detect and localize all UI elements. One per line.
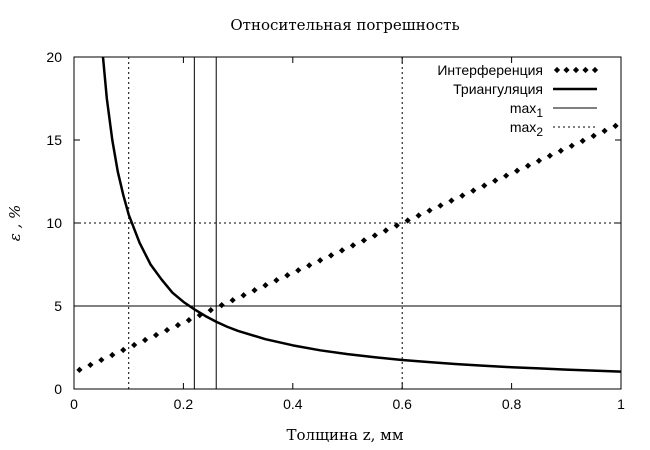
y-axis: 0 5 10 15 20: [46, 49, 621, 397]
x-tick-label: 0.4: [283, 396, 303, 412]
series-point-interference: [109, 351, 116, 359]
y-tick-label: 10: [46, 215, 62, 231]
series-point-interference: [338, 247, 346, 254]
series-point-interference: [349, 242, 357, 249]
series-point-interference: [601, 127, 608, 134]
series-point-interference: [98, 356, 105, 364]
x-axis-label: Толщина z, мм: [287, 426, 404, 444]
series-point-interference: [240, 292, 247, 299]
series-point-interference: [251, 287, 258, 294]
series-point-interference: [207, 307, 214, 314]
series-point-interference: [426, 207, 433, 214]
x-tick-label: 0.8: [502, 396, 522, 412]
series-point-interference: [470, 187, 477, 194]
series-point-interference: [152, 331, 160, 339]
y-tick-label: 20: [46, 49, 62, 65]
legend-sample-points: [591, 66, 599, 74]
series-point-interference: [524, 162, 532, 169]
series-point-interference: [295, 267, 302, 274]
series-point-interference: [360, 237, 368, 244]
legend-label: Триангуляция: [453, 81, 543, 97]
legend-label: max2: [510, 119, 543, 139]
series-point-interference: [437, 202, 444, 209]
series-point-interference: [120, 346, 127, 354]
y-tick-label: 5: [54, 298, 62, 314]
series-line-triangulation: [101, 57, 621, 373]
legend-label: Интерференция: [437, 62, 543, 78]
series-point-interference: [141, 336, 149, 344]
y-tick-label: 0: [54, 381, 62, 397]
x-tick-label: 0.2: [174, 396, 194, 412]
series-point-interference: [513, 167, 521, 174]
series-point-interference: [492, 177, 499, 184]
series-point-interference: [218, 302, 225, 309]
series-point-interference: [503, 172, 510, 179]
series-point-interference: [371, 232, 378, 239]
series-point-interference: [262, 282, 269, 289]
series-point-interference: [546, 152, 554, 159]
y-tick-label: 15: [46, 132, 62, 148]
guide-lines: [74, 57, 621, 389]
series-layer: [76, 57, 621, 374]
legend-sample-points: [563, 66, 570, 74]
x-axis: 0 0.2 0.4 0.6 0.8 1: [70, 57, 625, 412]
chart-title: Относительная погрешность: [230, 16, 459, 34]
series-point-interference: [317, 257, 324, 264]
x-tick-label: 1: [617, 396, 625, 412]
series-point-interference: [87, 361, 94, 369]
series-point-interference: [590, 132, 597, 139]
x-tick-label: 0: [70, 396, 78, 412]
series-point-interference: [327, 252, 335, 259]
series-point-interference: [535, 157, 543, 164]
series-point-interference: [393, 222, 400, 229]
series-point-interference: [163, 326, 171, 334]
series-point-interference: [76, 366, 83, 374]
series-point-interference: [459, 192, 466, 199]
x-tick-label: 0.6: [392, 396, 412, 412]
series-point-interference: [306, 262, 313, 269]
series-point-interference: [131, 341, 138, 349]
legend-label: max1: [510, 100, 543, 120]
series-point-interference: [481, 182, 488, 189]
series-point-interference: [448, 197, 455, 204]
legend-sample-points: [572, 66, 580, 74]
series-point-interference: [174, 321, 182, 329]
y-axis-label: ε , %: [6, 205, 24, 242]
legend-sample-points: [553, 66, 561, 74]
series-point-interference: [415, 212, 422, 219]
series-point-interference: [579, 137, 586, 144]
series-point-interference: [273, 277, 280, 284]
series-point-interference: [557, 147, 564, 154]
series-point-interference: [229, 297, 236, 304]
series-point-interference: [568, 142, 575, 149]
series-point-interference: [284, 272, 291, 279]
legend-sample-points: [582, 66, 589, 74]
series-point-interference: [382, 227, 389, 234]
series-point-interference: [612, 122, 619, 130]
series-point-interference: [185, 316, 192, 324]
